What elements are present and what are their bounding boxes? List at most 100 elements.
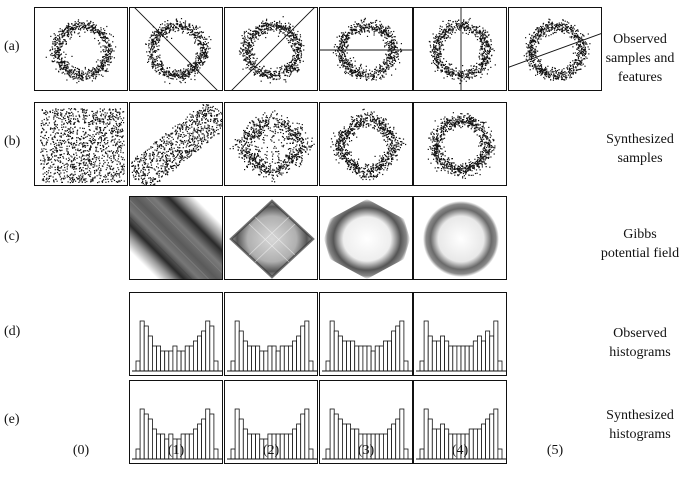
histogram-bar xyxy=(259,350,265,372)
histogram-bar xyxy=(246,345,252,372)
histogram-bar xyxy=(193,340,198,372)
histogram-bar xyxy=(341,340,347,372)
synthesized-scatter xyxy=(330,108,407,181)
panel-b1 xyxy=(129,102,223,186)
description-line: Observed xyxy=(613,326,667,341)
panel-a5 xyxy=(508,7,602,91)
histogram-bar xyxy=(452,345,458,372)
histogram-bar xyxy=(292,340,297,372)
histogram-bar xyxy=(234,320,240,372)
synthesized-scatter xyxy=(427,112,496,179)
panel-b0 xyxy=(34,102,128,186)
histogram-bar xyxy=(156,345,161,372)
row-description-c: Gibbs potential field xyxy=(590,225,690,263)
row-label-e: (e) xyxy=(4,412,20,427)
histogram-bar xyxy=(242,340,248,372)
panel-a3 xyxy=(319,7,413,91)
histogram-bar xyxy=(354,345,360,372)
histogram-bar xyxy=(481,340,486,372)
histogram-bar xyxy=(325,360,331,372)
description-line: Synthesized xyxy=(606,408,674,423)
histogram-bar xyxy=(497,360,503,372)
synthesized-histogram xyxy=(132,408,222,460)
potential-field-circle xyxy=(414,197,506,279)
histogram-bar xyxy=(188,345,194,372)
histogram-bar xyxy=(263,350,269,372)
histogram-bar xyxy=(288,345,293,372)
row-label-d: (d) xyxy=(4,324,21,339)
column-label-0: (0) xyxy=(72,443,90,458)
histogram-bar xyxy=(308,360,314,372)
histogram-bar xyxy=(300,325,306,372)
observed-ring-with-feature-line xyxy=(509,18,601,81)
panel-a1 xyxy=(129,7,223,91)
histogram-bar xyxy=(395,325,401,372)
histogram-bar xyxy=(468,345,474,372)
potential-field-band xyxy=(130,197,222,279)
histogram-bar xyxy=(403,360,409,372)
histogram-bar xyxy=(296,335,302,372)
description-line: potential field xyxy=(600,246,680,261)
histogram-bar xyxy=(366,345,372,372)
column-label-4: (4) xyxy=(451,443,469,458)
histogram-bar xyxy=(378,345,384,372)
potential-field-rounded xyxy=(320,197,412,279)
histogram-bar xyxy=(197,335,202,372)
histogram-bar xyxy=(489,335,495,372)
description-line: Gibbs xyxy=(623,227,657,242)
row-description-e: Synthesized histograms xyxy=(590,406,690,444)
histogram-bar xyxy=(387,340,392,372)
histogram-bar xyxy=(267,345,273,372)
synthesized-histogram xyxy=(416,408,506,460)
panel-a0 xyxy=(34,7,128,91)
panel-d4 xyxy=(413,292,507,376)
histogram-bar xyxy=(230,360,236,372)
histogram-bar xyxy=(346,340,351,372)
histogram-bar xyxy=(176,350,182,372)
histogram-bar xyxy=(255,345,261,372)
histogram-bar xyxy=(460,345,466,372)
panel-e3 xyxy=(319,380,413,464)
synthesized-histogram xyxy=(322,408,412,460)
histogram-bar xyxy=(168,350,174,372)
histogram-bar xyxy=(304,320,310,372)
description-line: samples xyxy=(617,151,663,166)
panel-c4 xyxy=(413,196,507,280)
histogram-bar xyxy=(209,325,215,372)
panel-a4 xyxy=(413,7,507,91)
panel-b4 xyxy=(413,102,507,186)
panel-b2 xyxy=(224,102,318,186)
histogram-bar xyxy=(485,330,491,372)
histogram-bar xyxy=(283,345,289,372)
panel-a2 xyxy=(224,7,318,91)
column-label-2: (2) xyxy=(262,443,280,458)
panel-b3 xyxy=(319,102,413,186)
observed-histogram xyxy=(132,320,222,372)
column-label-1: (1) xyxy=(167,443,185,458)
histogram-bar xyxy=(238,330,244,372)
observed-ring-with-feature-line xyxy=(134,8,218,90)
histogram-bar xyxy=(472,340,478,372)
histogram-bar xyxy=(419,360,425,372)
histogram-bar xyxy=(135,360,141,372)
description-line: histograms xyxy=(609,345,671,360)
histogram-bar xyxy=(374,345,380,372)
histogram-bar xyxy=(147,335,153,372)
histogram-bar xyxy=(139,320,145,372)
histogram-bar xyxy=(477,335,482,372)
panel-d2 xyxy=(224,292,318,376)
synthesized-scatter xyxy=(131,104,222,185)
histogram-bar xyxy=(172,345,178,372)
observed-ring-with-feature-line xyxy=(320,17,412,81)
row-label-b: (b) xyxy=(4,134,21,149)
description-line: features xyxy=(617,70,663,85)
histogram-bar xyxy=(358,345,364,372)
row-label-c: (c) xyxy=(4,229,20,244)
histogram-bar xyxy=(456,345,462,372)
histogram-bar xyxy=(213,360,219,372)
column-label-5: (5) xyxy=(546,443,564,458)
histogram-bar xyxy=(493,320,499,372)
observed-ring-with-feature-line xyxy=(231,8,315,90)
histogram-bar xyxy=(143,325,149,372)
histogram-bar xyxy=(464,345,470,372)
